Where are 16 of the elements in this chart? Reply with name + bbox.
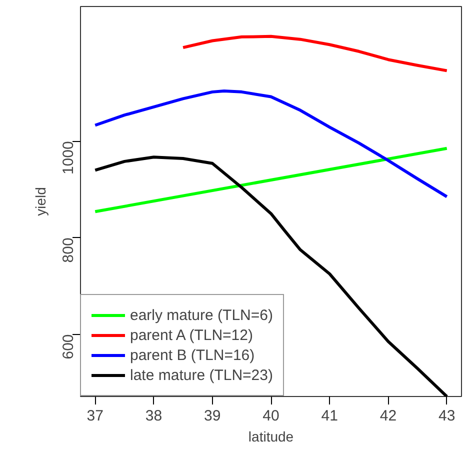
legend-label: early mature (TLN=6) (130, 306, 273, 324)
x-axis-title: latitude (248, 428, 294, 444)
x-tick-label: 41 (321, 408, 338, 424)
x-tick-label: 40 (262, 408, 280, 424)
y-tick-label: 1000 (60, 141, 77, 175)
legend-label: parent A (TLN=12) (130, 326, 253, 344)
y-tick-label: 800 (60, 238, 77, 263)
x-tick-label: 39 (204, 408, 221, 424)
x-tick-label: 37 (86, 408, 104, 424)
x-tick-label: 43 (438, 408, 456, 424)
legend-label: parent B (TLN=16) (130, 346, 255, 364)
x-tick-label: 38 (145, 408, 162, 424)
y-tick-label: 600 (60, 334, 77, 360)
x-tick-label: 42 (380, 408, 397, 424)
y-axis-title: yield (32, 187, 48, 216)
legend-label: late mature (TLN=23) (130, 366, 273, 384)
